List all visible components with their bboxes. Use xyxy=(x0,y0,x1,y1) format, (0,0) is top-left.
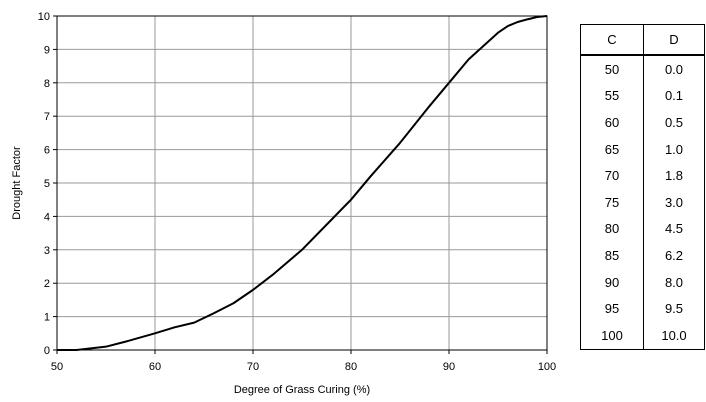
table-cell: 0.0 xyxy=(664,61,684,77)
table-cell: 0.5 xyxy=(664,114,684,130)
table-row: 95 9.5 xyxy=(580,295,705,322)
data-line xyxy=(57,15,548,351)
x-tick-label: 100 xyxy=(538,361,556,373)
table-cell: 80 xyxy=(580,215,644,243)
x-tick-label: 80 xyxy=(345,361,357,373)
y-tick-label: 5 xyxy=(44,178,50,190)
table-cell: 100 xyxy=(580,321,644,350)
table-row: 85 6.2 xyxy=(580,242,705,269)
y-tick-label: 7 xyxy=(44,111,50,123)
x-tick-label: 90 xyxy=(443,361,455,373)
table-cell: 60 xyxy=(580,109,644,136)
table-cell: 10.0 xyxy=(661,327,687,343)
table-cell: 0.1 xyxy=(664,88,684,104)
table-row: 80 4.5 xyxy=(580,215,705,243)
chart: Degree of Grass Curing (%) Drought Facto… xyxy=(11,11,556,396)
table-row: 65 1.0 xyxy=(580,135,705,163)
table-cell: 85 xyxy=(580,242,644,269)
y-tick-label: 9 xyxy=(44,44,50,56)
y-tick-label: 10 xyxy=(38,11,50,23)
x-tick-label: 50 xyxy=(51,361,63,373)
header-cell: D xyxy=(643,24,705,56)
table-cell: 55 xyxy=(580,82,644,110)
table-row: 50 0.0 xyxy=(580,55,705,83)
table-cell: 1.0 xyxy=(664,141,684,157)
y-tick-label: 1 xyxy=(44,312,50,324)
table-cell: 3.0 xyxy=(664,194,684,210)
table-cell: 90 xyxy=(580,268,644,296)
table-cell: 8.0 xyxy=(664,274,684,290)
table-cell: 6.2 xyxy=(664,247,684,263)
table-cell: 4.5 xyxy=(664,221,684,237)
x-tick-label: 70 xyxy=(247,361,259,373)
data-table: C D 50 0.0 55 0.1 60 0.5 65 1.0 70 1.8 75 3.0 80 4.5 85 6… xyxy=(580,24,705,350)
y-tick-label: 4 xyxy=(44,211,50,223)
y-axis-label: Drought Factor xyxy=(11,146,23,220)
table-cell: 1.8 xyxy=(664,168,684,184)
table-cell: 9.5 xyxy=(664,301,684,317)
table-row: 55 0.1 xyxy=(580,82,705,110)
x-tick-label: 60 xyxy=(149,361,161,373)
header-cell: C xyxy=(580,24,644,56)
x-axis-label: Degree of Grass Curing (%) xyxy=(234,384,370,396)
y-tick-label: 8 xyxy=(44,78,50,90)
y-tick-label: 3 xyxy=(44,245,50,257)
table-row: 70 1.8 xyxy=(580,162,705,189)
table-row: 100 10.0 xyxy=(580,321,705,350)
table-cell: 50 xyxy=(580,55,644,83)
table-row: 90 8.0 xyxy=(580,268,705,296)
table-row: 60 0.5 xyxy=(580,109,705,136)
table-cell: 65 xyxy=(580,135,644,163)
y-tick-label: 2 xyxy=(44,278,50,290)
table-cell: 95 xyxy=(580,295,644,322)
table-row: 75 3.0 xyxy=(580,188,705,216)
y-tick-label: 0 xyxy=(44,345,50,357)
y-tick-label: 6 xyxy=(44,145,50,157)
table-cell: 75 xyxy=(580,188,644,216)
table-cell: 70 xyxy=(580,162,644,189)
plot-frame xyxy=(56,15,548,351)
